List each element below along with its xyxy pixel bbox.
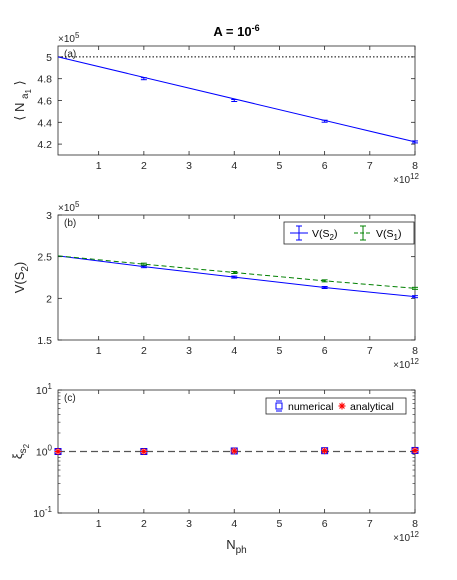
y-tick-label: 2 (46, 293, 52, 305)
panel-label: (b) (64, 218, 76, 229)
y-tick-label: 3 (46, 210, 52, 222)
y-tick-label: 4.2 (37, 139, 52, 151)
asterisk-stroke (321, 447, 328, 454)
x-tick-label: 3 (186, 160, 192, 172)
asterisk-stroke (55, 448, 61, 455)
legend-label: V(S1) (376, 228, 401, 242)
y-tick-label: 4.8 (37, 74, 52, 86)
series-line-1 (57, 255, 416, 289)
y-axis-label: ⟨ N a1 ⟩ (12, 80, 33, 120)
x-multiplier: ×1012 (393, 530, 419, 544)
legend-analytical-marker (338, 402, 346, 410)
y-multiplier: ×105 (58, 200, 80, 214)
chart-title: A = 10-6 (213, 23, 259, 39)
y-tick-label: 100 (36, 444, 53, 459)
x-tick-label: 8 (412, 345, 418, 357)
x-tick-label: 1 (96, 160, 102, 172)
x-tick-label: 8 (412, 518, 418, 530)
x-tick-label: 7 (367, 160, 373, 172)
analytical-point (54, 448, 62, 455)
panel-label: (a) (64, 49, 76, 60)
x-tick-label: 4 (231, 160, 237, 172)
y-tick-label: 4.4 (37, 117, 52, 129)
legend-box (265, 397, 407, 415)
legend-analytical-label: analytical (350, 401, 394, 413)
x-tick-label: 5 (277, 345, 283, 357)
x-tick-label: 3 (186, 345, 192, 357)
y-tick-label: 10-1 (33, 505, 52, 520)
asterisk-stroke (231, 448, 238, 454)
y-tick-label: 5 (46, 52, 52, 64)
panel-c: 1 2 3 4 5 6 7 8 101 100 10-1 ×1012 (c) numerical analy… (10, 382, 420, 556)
panel-b: 1 2 3 4 5 6 7 8 1.5 2 2.5 3 ×105 ×1012 (b) V(S2) V(S1) V(… (12, 200, 420, 371)
x-multiplier: ×1012 (393, 357, 419, 371)
x-tick-label: 8 (412, 160, 418, 172)
analytical-point (321, 447, 329, 455)
y-multiplier: ×105 (58, 31, 80, 45)
y-axis-label: V(S2) (12, 262, 31, 294)
x-multiplier: ×1012 (393, 172, 419, 186)
analytical-point (140, 448, 148, 455)
x-tick-label: 3 (186, 518, 192, 530)
x-axis-label: Nph (226, 537, 247, 556)
y-axis-label: ξs2 (10, 443, 31, 459)
panel-label: (c) (64, 393, 76, 404)
legend-label: V(S2) (312, 228, 337, 242)
x-tick-label: 5 (277, 518, 283, 530)
x-tick-label: 5 (277, 160, 283, 172)
legend-numerical-label: numerical (288, 401, 334, 413)
x-tick-label: 2 (141, 518, 147, 530)
asterisk-stroke (412, 447, 418, 454)
x-tick-label: 2 (141, 160, 147, 172)
x-tick-label: 1 (96, 345, 102, 357)
plot-frame (57, 45, 416, 156)
x-tick-label: 7 (367, 345, 373, 357)
y-tick-label: 1.5 (37, 335, 52, 347)
x-tick-label: 6 (322, 160, 328, 172)
y-tick-label: 101 (36, 382, 53, 397)
plot-frame (57, 214, 416, 341)
y-tick-label: 2.5 (37, 252, 52, 264)
x-tick-label: 6 (322, 345, 328, 357)
x-tick-label: 7 (367, 518, 373, 530)
panel-a: 1 2 3 4 5 6 7 8 4.2 4.4 4.6 4.8 5 ×105 ×1012 (a) A = 10-… (12, 23, 420, 186)
asterisk-stroke (140, 448, 147, 455)
x-tick-label: 4 (231, 345, 237, 357)
asterisk-stroke (339, 403, 345, 409)
x-tick-label: 2 (141, 345, 147, 357)
legend-box (283, 221, 415, 245)
y-tick-label: 4.6 (37, 96, 52, 108)
x-tick-label: 4 (231, 518, 237, 530)
x-tick-label: 6 (322, 518, 328, 530)
x-tick-label: 1 (96, 518, 102, 530)
analytical-point (411, 446, 419, 454)
analytical-point (230, 447, 238, 455)
legend-numerical-marker (275, 402, 283, 410)
